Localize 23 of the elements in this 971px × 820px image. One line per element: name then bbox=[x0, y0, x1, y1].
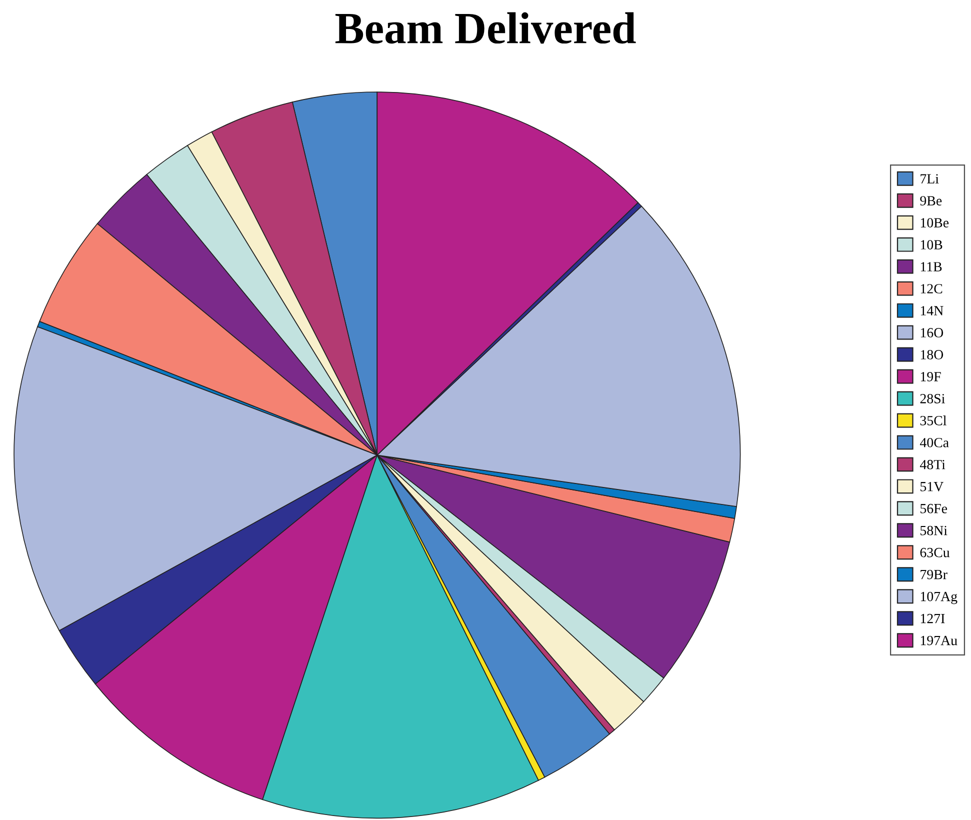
legend-label: 10B bbox=[920, 240, 942, 250]
legend-label: 127I bbox=[920, 614, 945, 624]
legend-label: 51V bbox=[920, 482, 944, 492]
legend-label: 7Li bbox=[920, 174, 939, 184]
legend-label: 58Ni bbox=[920, 526, 948, 536]
legend-label: 40Ca bbox=[920, 438, 949, 448]
legend-label: 107Ag bbox=[920, 592, 958, 604]
legend-label: 79Br bbox=[920, 570, 948, 580]
legend-label: 19F bbox=[920, 372, 941, 382]
legend-label: 28Si bbox=[920, 394, 945, 404]
legend-label: 35Cl bbox=[920, 416, 946, 426]
legend-label: 14N bbox=[920, 306, 944, 316]
legend-label: 48Ti bbox=[920, 460, 946, 470]
legend-label: 12C bbox=[920, 284, 942, 294]
chart-title: Beam Delivered bbox=[335, 12, 636, 44]
legend-label: 56Fe bbox=[920, 504, 948, 514]
legend-label: 197Au bbox=[920, 636, 958, 646]
legend-label: 9Be bbox=[920, 196, 942, 206]
legend-label: 63Cu bbox=[920, 548, 950, 558]
legend-label: 10Be bbox=[920, 218, 949, 228]
legend-label: 16O bbox=[920, 328, 944, 338]
legend-label: 11B bbox=[920, 262, 942, 272]
legend-label: 18O bbox=[920, 350, 944, 360]
